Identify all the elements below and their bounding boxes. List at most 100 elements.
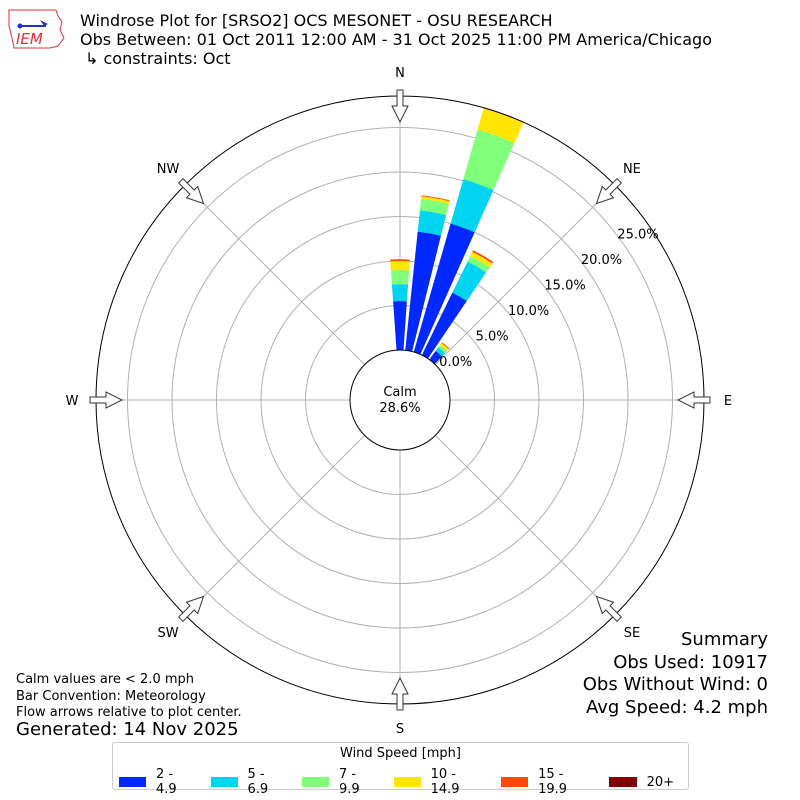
direction-label-nw: NW — [157, 162, 180, 177]
legend-swatch — [501, 777, 529, 787]
legend-item: 20+ — [608, 767, 675, 797]
legend-swatch — [393, 777, 421, 787]
calm-note: Calm values are < 2.0 mph — [16, 672, 195, 687]
title-line-2: Obs Between: 01 Oct 2011 12:00 AM - 31 O… — [80, 30, 712, 49]
summary-title: Summary — [681, 629, 768, 650]
legend-label: 5 - 6.9 — [247, 767, 269, 797]
title-line-1: Windrose Plot for [SRSO2] OCS MESONET - … — [80, 11, 553, 30]
arrow-shape — [595, 177, 623, 205]
grid-spoke — [435, 184, 616, 365]
bar-segment — [391, 284, 409, 302]
radial-tick-label: 5.0% — [476, 329, 509, 344]
direction-label-s: S — [396, 722, 404, 737]
flow-arrow-icon — [177, 177, 205, 205]
bar-segment — [438, 345, 448, 354]
direction-label-se: SE — [624, 626, 640, 641]
obs-without-wind: Obs Without Wind: 0 — [582, 674, 768, 695]
direction-label-n: N — [395, 66, 405, 81]
bar-segment — [413, 223, 475, 355]
grid-spoke — [435, 435, 616, 616]
direction-label-ne: NE — [623, 162, 641, 177]
bar-segment — [452, 261, 487, 301]
bar-segment — [419, 198, 449, 216]
title-line-3: ↳ constraints: Oct — [85, 49, 231, 68]
arrow-shape — [676, 391, 711, 409]
obs-used: Obs Used: 10917 — [613, 651, 768, 673]
legend-swatch — [302, 777, 330, 787]
svg-text:IEM: IEM — [16, 30, 43, 48]
legend-label: 7 - 9.9 — [339, 767, 360, 797]
chart-title: Windrose Plot for [SRSO2] OCS MESONET - … — [80, 11, 712, 68]
flow-arrow-icon — [676, 391, 711, 409]
legend-item: 7 - 9.9 — [302, 767, 380, 797]
bar-segment — [472, 250, 494, 264]
bar-segment — [393, 301, 407, 351]
bar-segment — [421, 195, 450, 202]
legend-item: 5 - 6.9 — [210, 767, 289, 797]
arrow-shape — [89, 391, 124, 409]
direction-label-w: W — [66, 394, 79, 409]
flow-arrow-icon — [177, 595, 205, 623]
arrow-shape — [177, 595, 205, 623]
flow-arrow-icon — [595, 177, 623, 205]
direction-label-e: E — [724, 394, 732, 409]
iem-logo: IEM — [8, 9, 65, 49]
bar-segment — [405, 231, 441, 352]
summary-box: Summary Obs Used: 10917 Obs Without Wind… — [583, 629, 768, 719]
legend-label: 20+ — [646, 774, 675, 790]
legend-item: 2 - 4.9 — [119, 767, 197, 797]
calm-label: Calm — [383, 385, 416, 400]
grid-spoke — [184, 435, 365, 616]
legend-label: 15 - 19.9 — [538, 767, 568, 797]
bar-segment — [390, 261, 410, 271]
grid-spoke — [184, 184, 365, 365]
arrow-shape — [391, 676, 409, 711]
radial-tick-label: 0.0% — [439, 355, 472, 370]
legend-swatch — [608, 777, 637, 787]
legend-item: 15 - 19.9 — [501, 767, 595, 797]
flow-arrow-icon — [595, 595, 623, 623]
legend-item: 10 - 14.9 — [393, 767, 488, 797]
bar-segment — [470, 251, 493, 268]
bar-segment — [429, 350, 443, 365]
bar-segment — [439, 342, 449, 352]
bar-segment — [435, 347, 446, 357]
generated-date: Generated: 14 Nov 2025 — [16, 719, 239, 740]
bar-segment — [390, 269, 410, 285]
arrow-shape — [391, 89, 409, 124]
calm-circle — [349, 349, 451, 451]
radial-tick-label: 20.0% — [581, 253, 622, 268]
legend-items: 2 - 4.9 5 - 6.9 7 - 9.9 10 - 14.9 15 - 19.9 2… — [119, 767, 688, 797]
footnotes: Calm values are < 2.0 mph Bar Convention… — [16, 672, 242, 722]
legend-label: 2 - 4.9 — [156, 767, 177, 797]
bar-segment — [421, 292, 467, 359]
radial-tick-label: 10.0% — [508, 304, 549, 319]
calm-value: 28.6% — [379, 401, 420, 416]
flow-arrows-note: Flow arrows relative to plot center. — [16, 705, 242, 720]
avg-speed: Avg Speed: 4.2 mph — [586, 696, 768, 718]
direction-label-sw: SW — [158, 626, 179, 641]
flow-arrow-icon — [391, 89, 409, 124]
bar-convention-note: Bar Convention: Meteorology — [16, 688, 206, 704]
flow-arrow-icon — [391, 676, 409, 711]
bar-segment — [467, 255, 490, 273]
radial-tick-label: 15.0% — [544, 278, 585, 293]
bar-segment — [463, 129, 515, 191]
bar-segment — [441, 342, 450, 350]
legend-title: Wind Speed [mph] — [340, 746, 461, 761]
legend-label: 10 - 14.9 — [430, 767, 460, 797]
legend-swatch — [210, 777, 238, 787]
arrow-shape — [177, 177, 205, 205]
legend-swatch — [119, 777, 147, 787]
bar-segment — [417, 210, 447, 236]
bar-segment — [390, 259, 410, 262]
bar-segment — [421, 196, 450, 204]
legend: Wind Speed [mph] 2 - 4.9 5 - 6.9 7 - 9.9 10… — [112, 742, 689, 797]
bar-segment — [450, 179, 494, 233]
flow-arrow-icon — [89, 391, 124, 409]
bar-segment — [477, 108, 524, 143]
radial-tick-label: 25.0% — [617, 227, 658, 242]
arrow-shape — [595, 595, 623, 623]
